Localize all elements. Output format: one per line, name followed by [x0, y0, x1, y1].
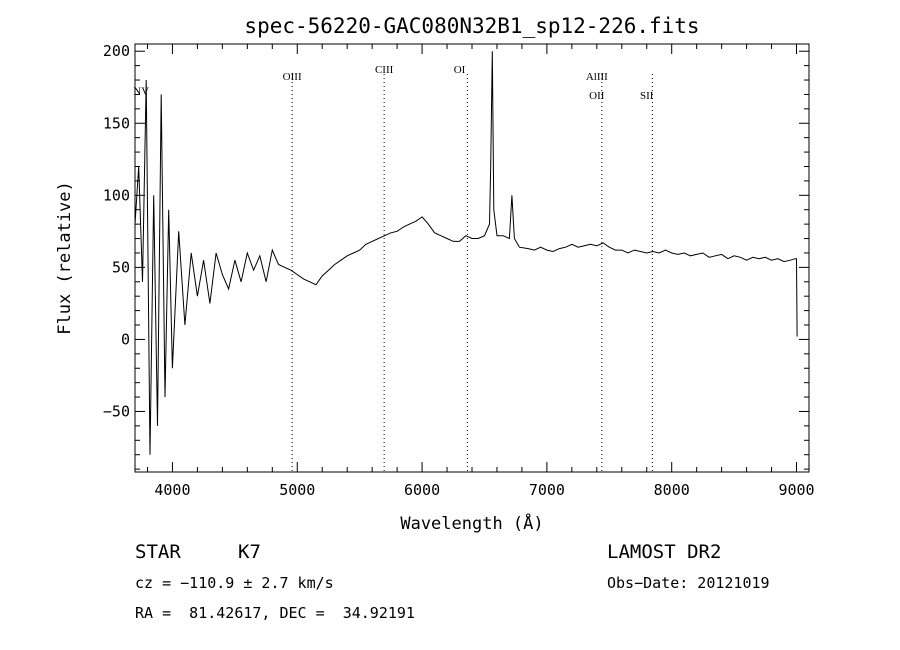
- y-tick-label: 150: [103, 114, 130, 132]
- line-annotation: SII: [640, 90, 654, 102]
- y-tick-label: −50: [103, 402, 130, 420]
- axis-ticks: [135, 44, 809, 472]
- y-tick-label: 100: [103, 186, 130, 204]
- coordinates: RA = 81.42617, DEC = 34.92191: [135, 604, 415, 622]
- line-annotation: OI: [454, 64, 466, 76]
- x-tick-label: 7000: [529, 481, 565, 499]
- x-tick-label: 5000: [279, 481, 315, 499]
- x-axis-label: Wavelength (Å): [400, 512, 543, 534]
- y-tick-label: 50: [112, 258, 130, 276]
- plot-frame: [134, 43, 810, 473]
- line-annotation: NV: [133, 85, 149, 97]
- redshift-velocity: cz = −110.9 ± 2.7 km/s: [135, 574, 334, 592]
- chart-title: spec-56220-GAC080N32B1_sp12-226.fits: [244, 14, 699, 38]
- object-subclass: K7: [238, 541, 261, 563]
- spectrum-line: [134, 51, 798, 455]
- line-annotation: AlIII: [586, 71, 608, 83]
- survey-name: LAMOST DR2: [607, 541, 722, 563]
- object-class: STAR: [135, 541, 181, 563]
- y-axis-label: Flux (relative): [55, 181, 75, 335]
- line-annotations: NV OIII CIII OI AlIII OII SII: [133, 64, 653, 102]
- line-annotation: CIII: [375, 64, 394, 76]
- x-tick-label: 8000: [654, 481, 690, 499]
- line-annotation: OII: [589, 90, 605, 102]
- observation-date: Obs−Date: 20121019: [607, 574, 770, 592]
- y-tick-label: 0: [121, 330, 130, 348]
- x-tick-label: 9000: [778, 481, 814, 499]
- line-annotation: OIII: [283, 71, 302, 83]
- axis-tick-labels: 4000 5000 6000 7000 8000 9000 −50 0 50 100 150 200: [103, 42, 815, 499]
- x-tick-label: 4000: [154, 481, 190, 499]
- x-tick-label: 6000: [404, 481, 440, 499]
- line-markers: [291, 74, 653, 472]
- y-tick-label: 200: [103, 42, 130, 60]
